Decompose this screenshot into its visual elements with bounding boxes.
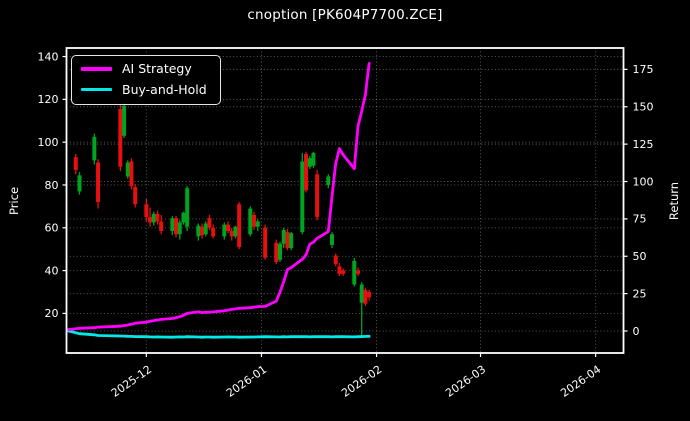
axis-ticks: [62, 55, 628, 357]
legend: AI Strategy Buy-and-Hold: [71, 55, 221, 105]
price-tick-label: 100: [38, 136, 59, 149]
chart-title: cnoption [PK604P7700.ZCE]: [247, 7, 443, 23]
date-tick-label: 2026-04: [558, 363, 603, 400]
return-tick-label: 0: [633, 325, 640, 338]
return-tick-label: 150: [633, 101, 654, 114]
legend-label-ai-strategy: AI Strategy: [122, 61, 192, 76]
return-tick-label: 175: [633, 63, 654, 76]
price-tick-label: 80: [45, 179, 59, 192]
legend-label-buy-and-hold: Buy-and-Hold: [122, 81, 207, 97]
price-tick-label: 40: [45, 264, 59, 277]
buy-and-hold-line: [67, 329, 371, 339]
price-tick-label: 140: [38, 50, 59, 63]
date-tick-label: 2026-03: [443, 363, 488, 400]
legend-item-buy-and-hold: Buy-and-Hold: [81, 81, 207, 97]
price-tick-label: 20: [45, 307, 59, 320]
return-tick-label: 75: [633, 213, 647, 226]
price-tick-label: 60: [45, 222, 59, 235]
price-tick-label: 120: [38, 93, 59, 106]
legend-item-ai-strategy: AI Strategy: [81, 62, 207, 76]
ai-strategy-line-swatch: [81, 67, 112, 71]
date-tick-label: 2025-12: [109, 363, 154, 400]
plot-frame: [65, 47, 625, 354]
return-tick-label: 100: [633, 175, 654, 188]
return-tick-label: 25: [633, 287, 647, 300]
candlestick-series: [73, 102, 372, 336]
date-tick-label: 2026-02: [339, 363, 384, 400]
ai-strategy-line: [67, 62, 371, 331]
return-tick-label: 50: [633, 250, 647, 263]
buy-and-hold-line-swatch: [81, 87, 112, 92]
return-tick-label: 125: [633, 138, 654, 151]
date-tick-label: 2026-01: [224, 363, 269, 400]
